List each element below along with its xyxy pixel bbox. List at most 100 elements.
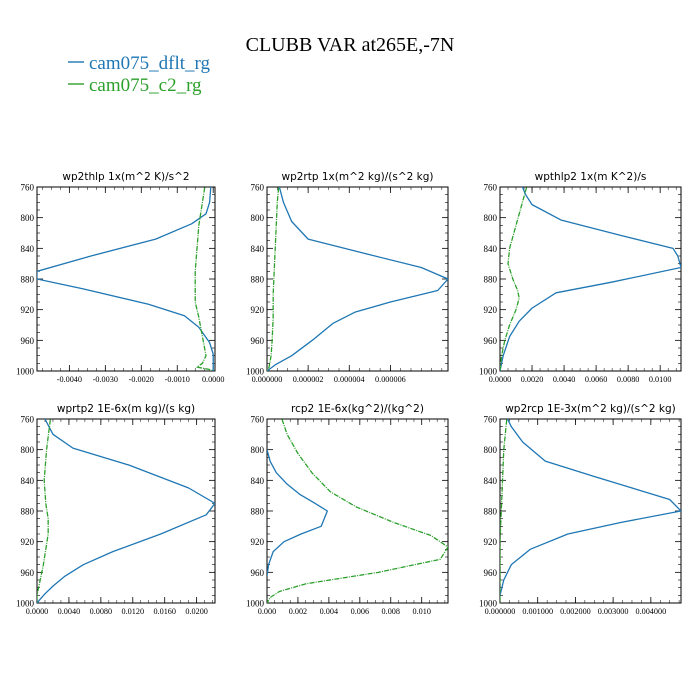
y-tick-label: 840	[484, 476, 498, 486]
x-tick-label: 0.0060	[585, 375, 608, 384]
y-tick-label: 1000	[479, 367, 498, 377]
x-tick-label: 0.002	[289, 607, 307, 616]
panel-5: rcp2 1E-6x(kg^2)/(kg^2) 760 800 840 880 920 96…	[246, 403, 449, 616]
x-tick-label: 0.002000	[560, 607, 591, 616]
y-tick-label: 880	[21, 275, 35, 285]
y-tick-label: 960	[251, 568, 265, 578]
y-tick-label: 800	[251, 445, 265, 455]
x-tick-label: -0.0020	[129, 375, 154, 384]
y-tick-label: 800	[251, 213, 265, 223]
y-tick-label: 760	[484, 415, 498, 425]
legend-label-dflt: cam075_dflt_rg	[89, 53, 211, 74]
x-tick-label: -0.0030	[93, 375, 118, 384]
panel-title: wp2rtp 1x(m^2 kg)/(s^2 kg)	[281, 171, 433, 183]
x-tick-label: 0.000006	[375, 375, 406, 384]
series-line-dflt	[500, 187, 681, 371]
y-tick-label: 760	[21, 183, 35, 193]
plot-frame	[36, 186, 216, 372]
y-tick-label: 920	[251, 537, 265, 547]
y-tick-label: 840	[21, 476, 35, 486]
series-group	[500, 419, 681, 603]
panel-title: rcp2 1E-6x(kg^2)/(kg^2)	[291, 403, 424, 415]
y-tick-label: 960	[21, 336, 35, 346]
y-tick-label: 960	[21, 568, 35, 578]
y-tick-label: 880	[251, 275, 265, 285]
panel-4: wprtp2 1E-6x(m kg)/(s kg) 760 800 840 880 920…	[16, 403, 216, 616]
y-tick-label: 920	[21, 305, 35, 315]
series-group	[500, 187, 681, 371]
x-tick-label: 0.0040	[553, 375, 576, 384]
x-tick-label: 0.003000	[598, 607, 629, 616]
y-tick-label: 840	[21, 244, 35, 254]
panel-title: wpthlp2 1x(m K^2)/s	[535, 171, 647, 183]
panel-2: wp2rtp 1x(m^2 kg)/(s^2 kg) 760 800 840 880 92…	[246, 171, 449, 384]
x-tick-label: 0.000000	[252, 375, 283, 384]
panel-title: wprtp2 1E-6x(m kg)/(s kg)	[57, 403, 195, 415]
x-tick-label: 0.0000	[489, 375, 512, 384]
panel-3: wpthlp2 1x(m K^2)/s 760 800 840 880 920 960 100…	[479, 171, 682, 384]
legend-label-c2: cam075_c2_rg	[89, 75, 202, 96]
y-tick-label: 760	[484, 183, 498, 193]
panel-1: wp2thlp 1x(m^2 K)/s^2 760 800 840 880 920 960 1…	[16, 171, 224, 384]
panel-title: wp2thlp 1x(m^2 K)/s^2	[62, 171, 189, 183]
y-tick-label: 920	[251, 305, 265, 315]
x-tick-label: 0.000000	[485, 607, 516, 616]
y-tick-label: 1000	[246, 367, 265, 377]
series-line-c2	[267, 419, 448, 603]
y-tick-label: 800	[21, 445, 35, 455]
y-tick-label: 840	[251, 476, 265, 486]
y-tick-label: 1000	[16, 599, 35, 609]
x-tick-label: -0.0010	[165, 375, 190, 384]
y-tick-label: 840	[484, 244, 498, 254]
x-tick-label: 0.008	[382, 607, 400, 616]
panel-6: wp2rcp 1E-3x(m^2 kg)/(s^2 kg) 760 800 840 88…	[479, 403, 682, 616]
y-tick-label: 880	[251, 507, 265, 517]
x-tick-label: 0.006	[351, 607, 369, 616]
plot-frame	[266, 186, 449, 372]
x-tick-label: -0.0040	[57, 375, 82, 384]
series-line-dflt	[500, 419, 681, 596]
legend: cam075_dflt_rg cam075_c2_rg	[68, 53, 211, 96]
y-tick-label: 880	[484, 507, 498, 517]
series-line-c2	[500, 419, 508, 603]
y-tick-label: 960	[484, 336, 498, 346]
x-tick-label: 0.004	[320, 607, 338, 616]
y-tick-label: 1000	[16, 367, 35, 377]
series-group	[267, 419, 448, 603]
series-line-c2	[194, 187, 214, 371]
x-tick-label: 0.0080	[90, 607, 113, 616]
x-tick-label: 0.0020	[521, 375, 544, 384]
x-tick-label: 0.000002	[293, 375, 324, 384]
y-tick-label: 920	[21, 537, 35, 547]
series-line-c2	[37, 419, 52, 603]
y-tick-label: 960	[484, 568, 498, 578]
x-tick-label: 0.001000	[522, 607, 553, 616]
x-tick-label: 0.004000	[635, 607, 666, 616]
y-tick-label: 800	[484, 445, 498, 455]
y-tick-label: 920	[484, 305, 498, 315]
series-line-dflt	[37, 419, 215, 603]
y-tick-label: 800	[21, 213, 35, 223]
y-tick-label: 920	[484, 537, 498, 547]
panels: wp2thlp 1x(m^2 K)/s^2 760 800 840 880 920 960 1…	[16, 171, 682, 616]
x-tick-label: 0.000004	[334, 375, 365, 384]
figure-title: CLUBB VAR at265E,-7N	[246, 34, 455, 56]
plot-frame	[499, 186, 682, 372]
y-tick-label: 840	[251, 244, 265, 254]
series-line-dflt	[37, 187, 214, 371]
series-group	[37, 419, 215, 603]
x-tick-label: 0.0040	[58, 607, 81, 616]
y-tick-label: 800	[484, 213, 498, 223]
x-tick-label: 0.0000	[202, 375, 225, 384]
plot-frame	[36, 418, 216, 604]
y-tick-label: 880	[484, 275, 498, 285]
series-line-dflt	[267, 449, 328, 577]
series-line-c2	[500, 187, 528, 371]
x-tick-label: 0.0120	[122, 607, 145, 616]
y-tick-label: 1000	[246, 599, 265, 609]
x-tick-label: 0.0160	[153, 607, 176, 616]
x-tick-label: 0.0100	[649, 375, 672, 384]
x-tick-label: 0.0080	[617, 375, 640, 384]
